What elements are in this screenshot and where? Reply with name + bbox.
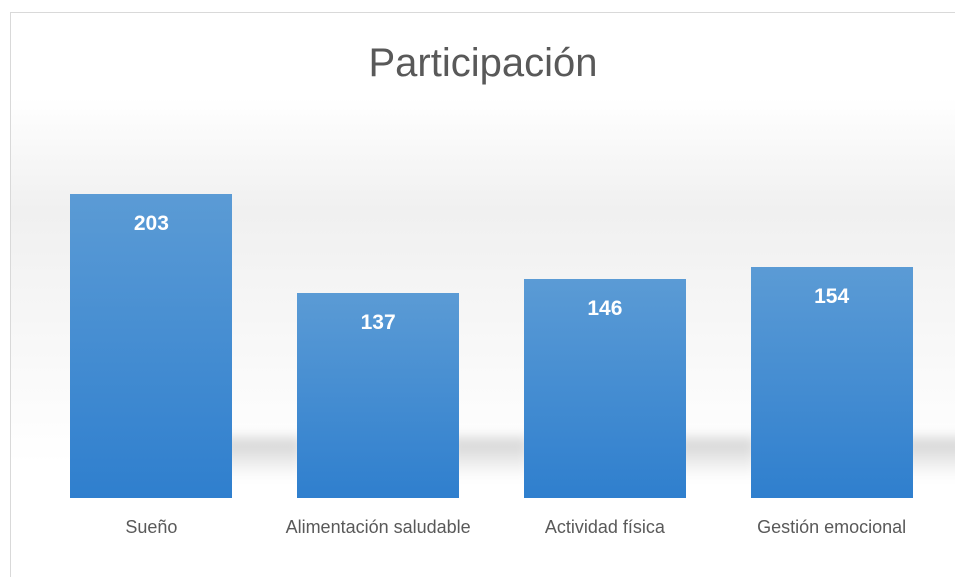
bar-shadow	[222, 438, 303, 478]
bar: 203	[70, 194, 233, 498]
bar-shadow	[675, 438, 756, 478]
data-label: 137	[360, 310, 396, 334]
x-tick-label: Gestión emocional	[757, 517, 907, 537]
data-label: 154	[814, 285, 850, 309]
x-tick-label: Actividad física	[544, 517, 665, 537]
bar-shadow	[449, 438, 530, 478]
x-tick-label: Sueño	[125, 517, 178, 537]
x-tick-label: Alimentación saludable	[285, 517, 471, 537]
bar: 154	[750, 267, 913, 498]
chart-title: Participación	[368, 41, 598, 85]
chart: Participación 203 Sueño 137 Alimentación sa…	[10, 12, 955, 577]
data-label: 203	[133, 212, 169, 235]
bar: 146	[523, 279, 686, 498]
bar: 137	[297, 292, 460, 498]
data-label: 146	[587, 297, 623, 321]
